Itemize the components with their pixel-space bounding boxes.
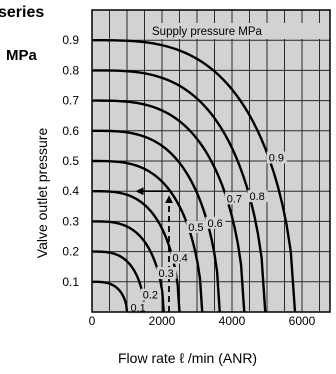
curve-0.1 (92, 280, 129, 313)
curve-label: 0.3 (159, 268, 174, 280)
curve-0.9 (92, 39, 297, 313)
curve-labels: 0.10.20.30.40.5 0.60.7 0.80.9 (128, 151, 287, 314)
curve-label-group: 0.7 (224, 192, 245, 205)
curve-0.8 (92, 69, 267, 313)
curve-label-bg (156, 267, 177, 280)
curve-label: 0.5 (188, 222, 203, 234)
curve-0.4 (92, 190, 181, 313)
y-tick-label: 0.2 (62, 245, 79, 259)
y-axis-title: Valve outlet pressure (34, 128, 50, 259)
curve-label: 0.8 (250, 191, 265, 203)
x-axis-title: Flow rate ℓ /min (ANR) (118, 350, 257, 366)
curve-label-bg (170, 251, 191, 264)
series-header-fragment: series (0, 4, 44, 21)
curve-label: 0.4 (173, 253, 188, 265)
x-tick-label: 6000 (289, 314, 316, 328)
curve-label-group: 0.6 (205, 216, 226, 230)
curve-label-group: 0.9 (266, 151, 287, 165)
curve-label-group: 0.3 (156, 267, 177, 280)
y-tick-label: 0.1 (62, 275, 79, 289)
y-tick-labels: 0.1 0.2 0.3 0.4 0.5 0.6 0.7 0.8 0.9 (62, 33, 79, 289)
y-tick-label: 0.8 (62, 63, 79, 77)
y-unit-label: MPa (6, 47, 38, 64)
x-tick-labels: 0 2000 4000 6000 (89, 314, 316, 328)
curve-0.7 (92, 99, 246, 313)
curve-label: 0.2 (143, 290, 158, 302)
curve-label-group: 0.8 (247, 190, 268, 203)
x-tick-label: 2000 (149, 314, 176, 328)
y-tick-label: 0.4 (62, 184, 79, 198)
legend-title: Supply pressure MPa (152, 26, 263, 38)
y-tick-label: 0.7 (62, 94, 79, 108)
y-tick-label: 0.6 (62, 124, 79, 138)
curve-label-bg (205, 216, 226, 229)
curve-label-group: 0.4 (170, 251, 191, 265)
curve-label-bg (247, 190, 268, 203)
curve-label: 0.9 (269, 153, 284, 165)
curve-label-bg (128, 301, 149, 314)
curve-0.3 (92, 220, 165, 313)
curve-label-bg (224, 192, 245, 205)
curve-label-group: 0.2 (140, 288, 161, 302)
curve-label-group: 0.5 (186, 220, 207, 234)
y-tick-label: 0.9 (62, 33, 79, 47)
curve-label-bg (266, 151, 287, 164)
curve-label: 0.7 (227, 193, 242, 205)
x-tick-label: 0 (89, 314, 96, 328)
curve-0.5 (92, 159, 204, 313)
x-tick-label: 4000 (219, 314, 246, 328)
curve-label: 0.6 (208, 218, 223, 230)
curve-0.6 (92, 129, 221, 313)
y-tick-label: 0.5 (62, 154, 79, 168)
curves (92, 39, 297, 313)
plot-frame (91, 9, 331, 313)
curve-label-bg (140, 288, 161, 301)
y-tick-label: 0.3 (62, 214, 79, 228)
curve-0.2 (92, 250, 146, 313)
curve-label-bg (186, 220, 207, 233)
legend-title-bg (148, 23, 326, 39)
annotation (135, 187, 173, 312)
